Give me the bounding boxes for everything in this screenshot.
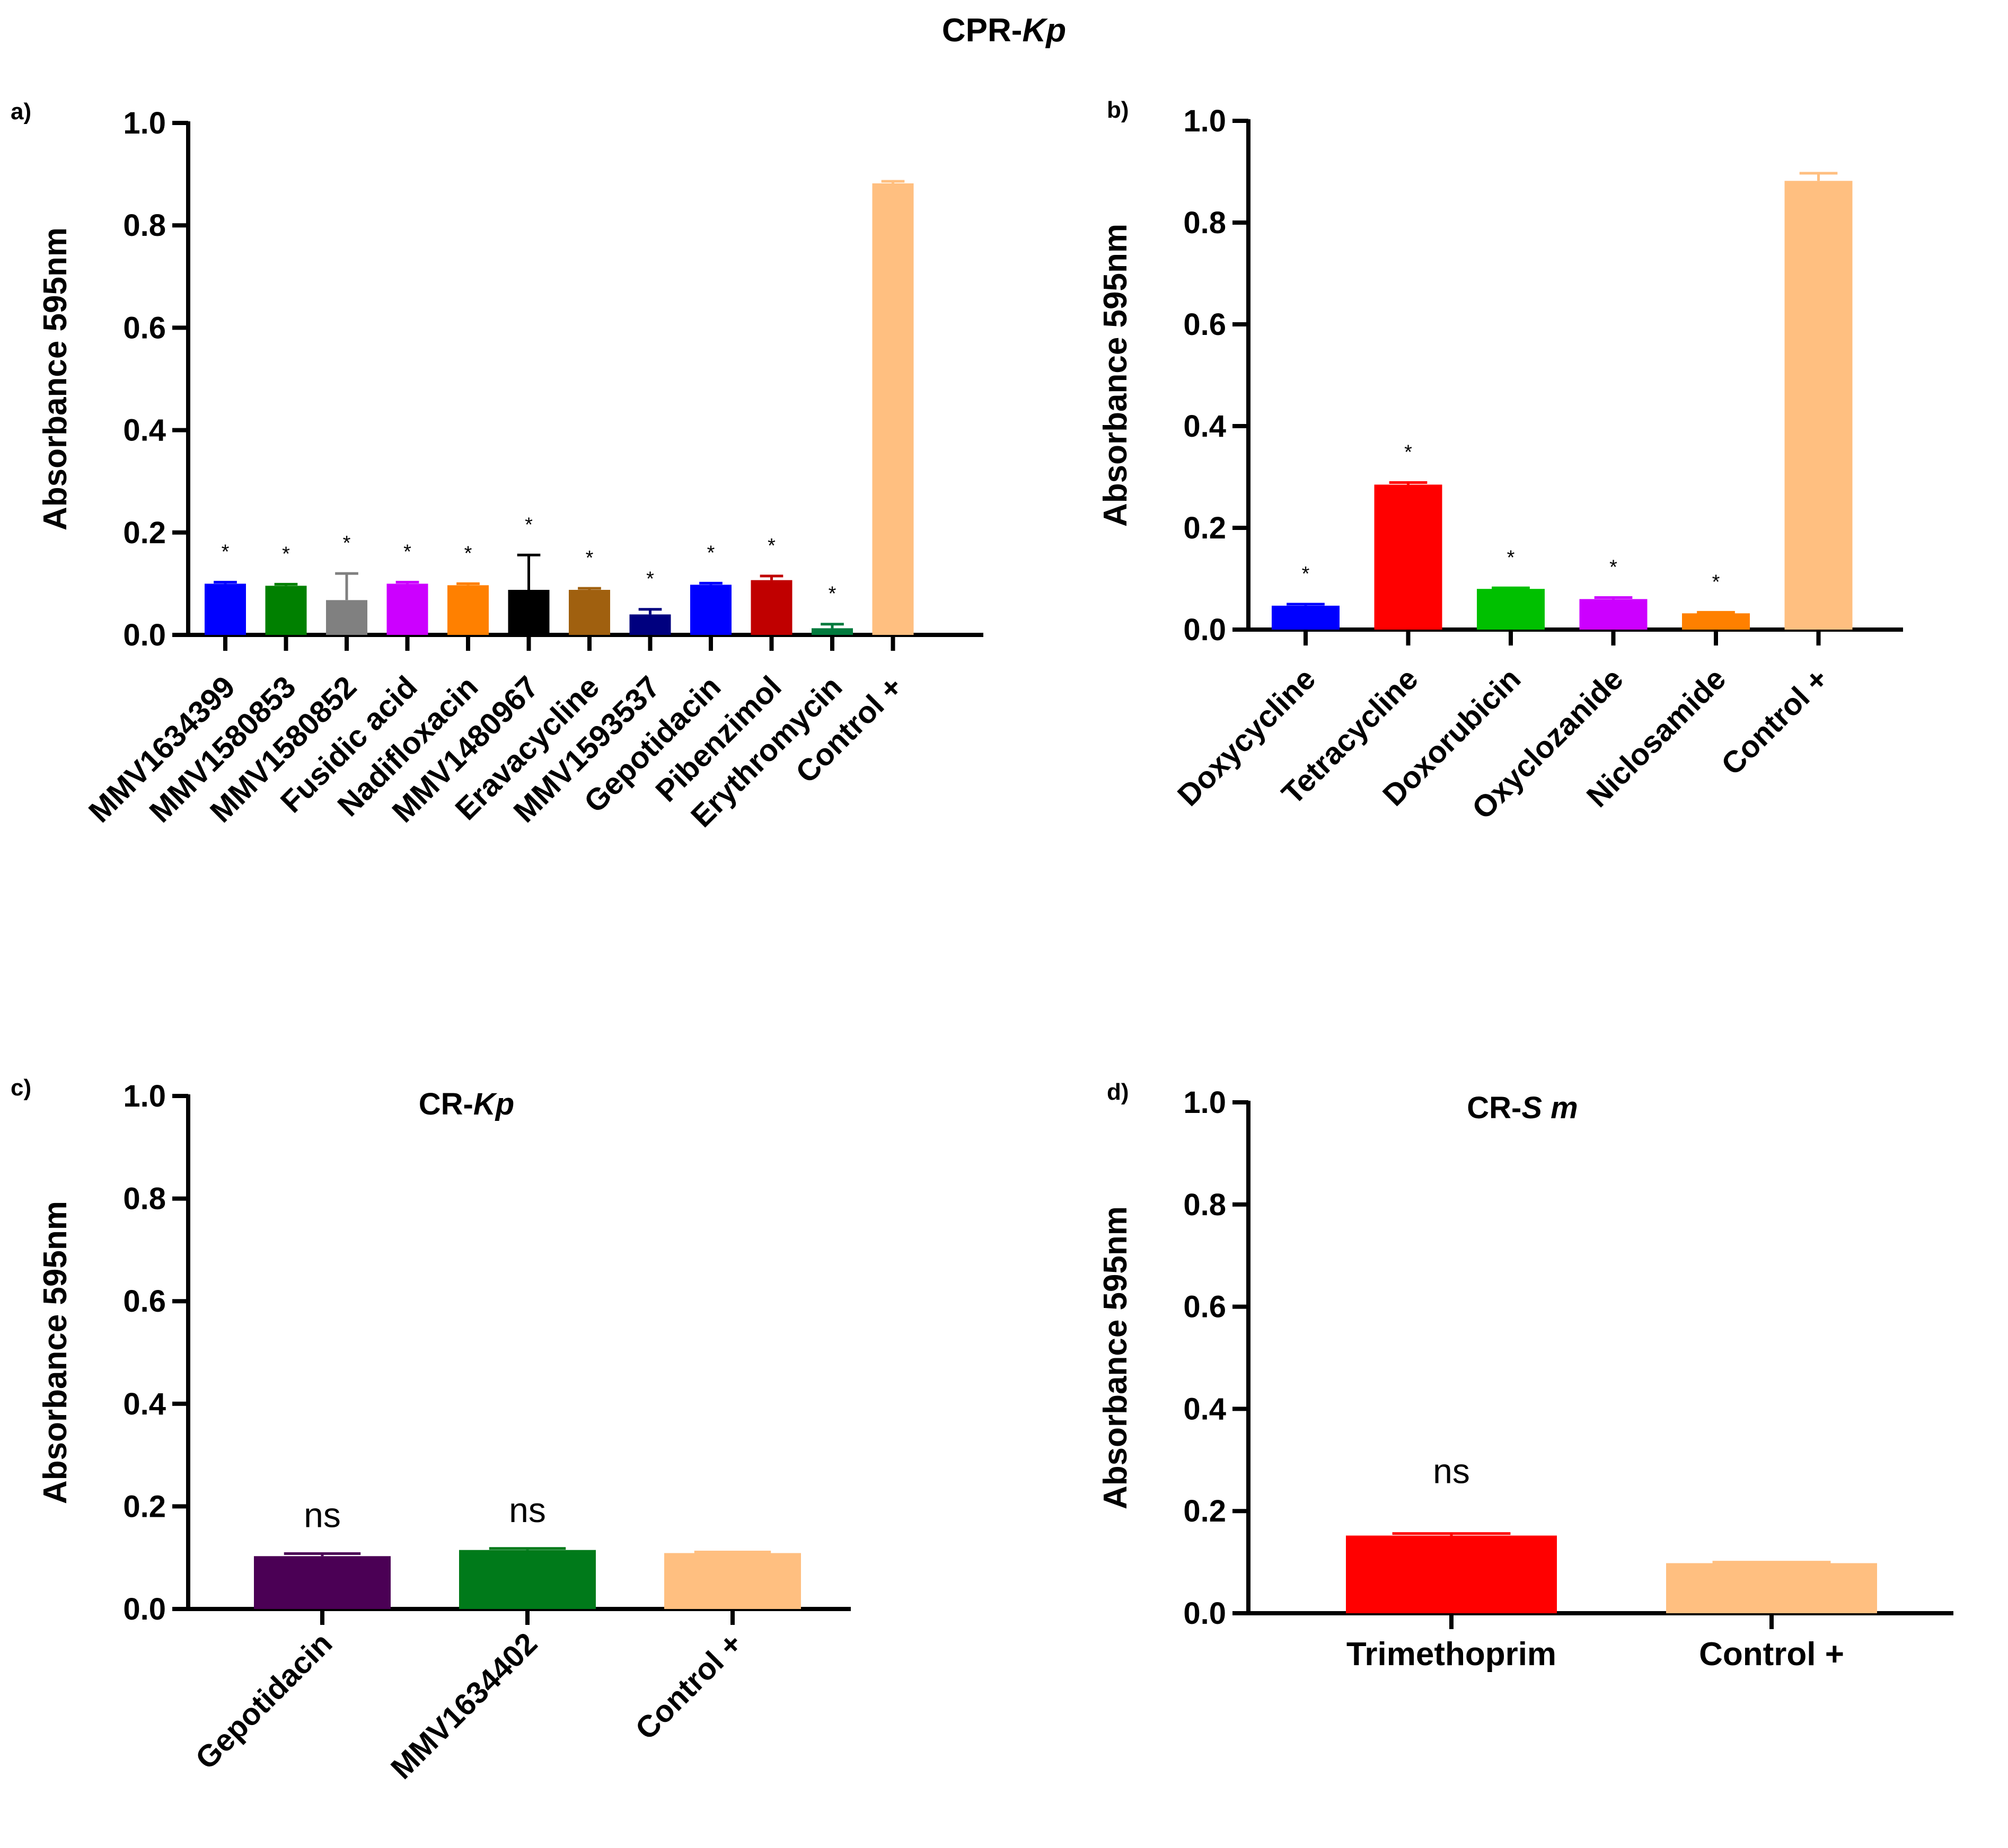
- significance-label: *: [768, 535, 776, 557]
- chart-panel-3: c) CR-Kp 0.0 0.2 0.4 0.6 0.8 1.0 Absorbance 595n…: [11, 1075, 851, 1786]
- y-tick-label: 0.4: [123, 1387, 166, 1421]
- y-axis-label: Absorbance 595nm: [1097, 224, 1134, 527]
- y-tick-label: 0.8: [1183, 206, 1226, 240]
- y-tick-label: 0.6: [1183, 1290, 1226, 1324]
- y-tick-label: 0.4: [1183, 1392, 1226, 1426]
- panel-title: CR-Kp: [419, 1087, 514, 1121]
- chart-panel-4: d) CR-S m 0.0 0.2 0.4 0.6 0.8 1.0 Absorbance 595…: [1097, 1079, 1953, 1673]
- y-tick-label: 0.2: [123, 516, 166, 550]
- panel-title: CR-S m: [1467, 1091, 1578, 1125]
- x-tick-label: MMV1634402: [384, 1626, 544, 1785]
- x-tick-label: Control +: [1699, 1636, 1844, 1673]
- y-tick-label: 0.0: [1183, 1596, 1226, 1631]
- significance-label: *: [1507, 546, 1515, 569]
- bar: [629, 614, 671, 635]
- x-tick-label: Trimethoprim: [1346, 1636, 1556, 1673]
- bar: [254, 1556, 391, 1609]
- figure-title-italic: Kp: [1022, 12, 1067, 49]
- panel-title-prefix: CR-: [1467, 1091, 1521, 1125]
- y-tick-label: 1.0: [123, 106, 166, 140]
- y-axis-label: Absorbance 595nm: [37, 227, 74, 530]
- bar: [812, 628, 853, 635]
- y-tick-label: 0.6: [1183, 307, 1226, 342]
- significance-label: *: [403, 541, 411, 563]
- bar: [569, 589, 610, 635]
- y-tick-label: 1.0: [1183, 1085, 1226, 1120]
- figure-title: CPR-Kp: [0, 12, 2008, 49]
- y-tick-label: 0.0: [123, 618, 166, 652]
- significance-label: *: [646, 568, 654, 590]
- y-tick-label: 0.6: [123, 1284, 166, 1319]
- y-tick-label: 0.8: [1183, 1188, 1226, 1222]
- significance-label: *: [1302, 563, 1310, 585]
- panel-title-italic: Kp: [473, 1087, 514, 1121]
- bar: [664, 1553, 801, 1609]
- bar: [1272, 605, 1340, 630]
- panel-label: d): [1107, 1079, 1129, 1105]
- y-tick-label: 0.6: [123, 311, 166, 345]
- bar: [1374, 484, 1442, 630]
- bar: [1579, 599, 1648, 630]
- bar: [1346, 1535, 1557, 1613]
- y-tick-label: 0.4: [123, 413, 166, 448]
- y-tick-label: 0.2: [123, 1489, 166, 1524]
- y-axis-label: Absorbance 595nm: [37, 1201, 74, 1504]
- significance-label: ns: [304, 1495, 341, 1534]
- figure-title-prefix: CPR-: [941, 12, 1023, 49]
- bar: [459, 1550, 596, 1609]
- significance-label: *: [525, 514, 533, 536]
- significance-label: ns: [1433, 1452, 1470, 1491]
- y-tick-label: 0.2: [1183, 511, 1226, 545]
- x-tick-label: Gepotidacin: [189, 1626, 339, 1776]
- y-tick-label: 0.0: [123, 1592, 166, 1626]
- bar: [205, 583, 246, 635]
- bar: [508, 589, 550, 635]
- bar: [1477, 589, 1545, 630]
- panel-label: b): [1107, 97, 1129, 123]
- significance-label: *: [707, 542, 715, 564]
- significance-label: *: [222, 541, 230, 563]
- y-tick-label: 0.0: [1183, 613, 1226, 647]
- bar: [265, 586, 307, 635]
- significance-label: *: [586, 547, 594, 569]
- panel-title-italic: S m: [1521, 1091, 1578, 1125]
- y-tick-label: 0.8: [123, 1182, 166, 1216]
- panel-title-prefix: CR-: [419, 1087, 473, 1121]
- bar: [690, 585, 732, 635]
- x-tick-label: Control +: [1715, 661, 1835, 782]
- panel-label: c): [11, 1075, 31, 1101]
- bar: [1666, 1563, 1877, 1613]
- bar: [872, 183, 914, 635]
- x-tick-label: Control +: [629, 1626, 749, 1746]
- bar: [326, 600, 367, 635]
- y-tick-label: 0.2: [1183, 1494, 1226, 1528]
- y-tick-label: 1.0: [1183, 104, 1226, 138]
- bar: [1784, 181, 1853, 630]
- y-tick-label: 0.8: [123, 208, 166, 243]
- panel-label: a): [11, 99, 31, 125]
- y-tick-label: 1.0: [123, 1079, 166, 1113]
- y-axis-label: Absorbance 595nm: [1097, 1206, 1134, 1509]
- significance-label: *: [282, 543, 290, 565]
- significance-label: *: [829, 583, 836, 605]
- y-tick-label: 0.4: [1183, 409, 1226, 444]
- bar: [447, 585, 489, 635]
- significance-label: *: [1712, 571, 1720, 593]
- significance-label: *: [343, 532, 351, 554]
- significance-label: *: [464, 542, 472, 564]
- significance-label: *: [1404, 441, 1412, 464]
- bar: [1682, 613, 1750, 630]
- bar: [751, 580, 792, 635]
- significance-label: *: [1609, 556, 1617, 579]
- bar: [386, 583, 428, 635]
- significance-label: ns: [509, 1490, 546, 1529]
